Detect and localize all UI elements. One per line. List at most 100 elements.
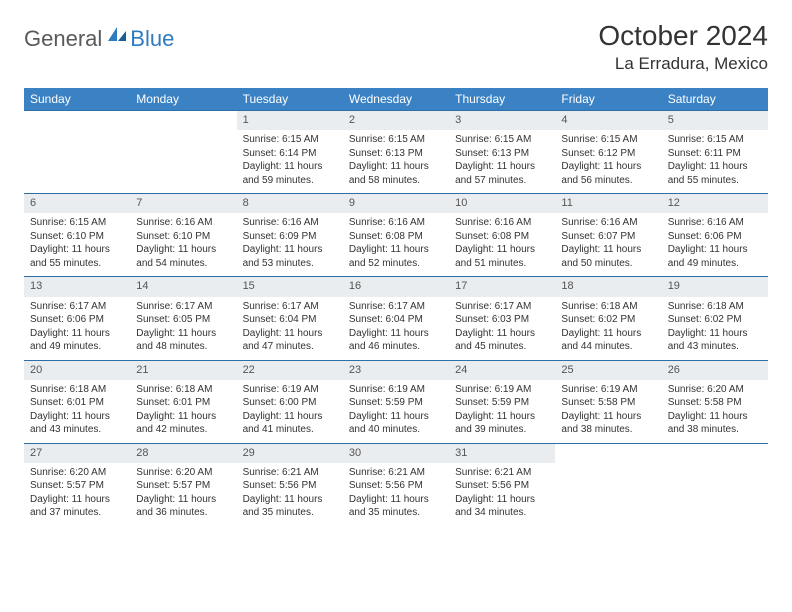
sunset-text: Sunset: 6:01 PM <box>136 396 230 410</box>
day-header: Thursday <box>449 88 555 111</box>
title-block: October 2024 La Erradura, Mexico <box>598 20 768 74</box>
sunrise-text: Sunrise: 6:18 AM <box>136 383 230 397</box>
sunset-text: Sunset: 6:00 PM <box>243 396 337 410</box>
sunset-text: Sunset: 6:11 PM <box>668 147 762 161</box>
daylight-text: Daylight: 11 hours and 48 minutes. <box>136 327 230 354</box>
sunset-text: Sunset: 6:08 PM <box>455 230 549 244</box>
day-body-cell: Sunrise: 6:16 AMSunset: 6:08 PMDaylight:… <box>449 213 555 277</box>
daylight-text: Daylight: 11 hours and 35 minutes. <box>349 493 443 520</box>
sunset-text: Sunset: 5:59 PM <box>455 396 549 410</box>
day-header: Friday <box>555 88 661 111</box>
day-number-cell: 28 <box>130 443 236 463</box>
sunrise-text: Sunrise: 6:18 AM <box>561 300 655 314</box>
month-title: October 2024 <box>598 20 768 52</box>
day-body-row: Sunrise: 6:15 AMSunset: 6:14 PMDaylight:… <box>24 130 768 194</box>
daylight-text: Daylight: 11 hours and 59 minutes. <box>243 160 337 187</box>
logo-text-blue: Blue <box>130 26 174 52</box>
sunset-text: Sunset: 5:57 PM <box>30 479 124 493</box>
day-body-row: Sunrise: 6:15 AM Sunset: 6:10 PM Daylight:… <box>24 213 768 277</box>
day-number-cell: 14 <box>130 277 236 297</box>
sunset-text: Sunset: 6:09 PM <box>243 230 337 244</box>
day-body-cell: Sunrise: 6:17 AMSunset: 6:03 PMDaylight:… <box>449 297 555 361</box>
day-body-cell: Sunrise: 6:16 AMSunset: 6:07 PMDaylight:… <box>555 213 661 277</box>
day-number-cell: 11 <box>555 194 661 214</box>
sunset-text: Sunset: 6:12 PM <box>561 147 655 161</box>
sunrise-text: Sunrise: 6:15 AM <box>561 133 655 147</box>
sunrise-text: Sunrise: 6:19 AM <box>455 383 549 397</box>
day-body-cell: Sunrise: 6:21 AMSunset: 5:56 PMDaylight:… <box>237 463 343 526</box>
day-body-cell: Sunrise: 6:19 AMSunset: 6:00 PMDaylight:… <box>237 380 343 444</box>
sunrise-text: Sunrise: 6:21 AM <box>455 466 549 480</box>
daylight-text: Daylight: 11 hours and 34 minutes. <box>455 493 549 520</box>
day-body-cell: Sunrise: 6:19 AMSunset: 5:59 PMDaylight:… <box>449 380 555 444</box>
daylight-text: Daylight: 11 hours and 35 minutes. <box>243 493 337 520</box>
day-number-row: 13141516171819 <box>24 277 768 297</box>
day-number-row: 6789101112 <box>24 194 768 214</box>
day-body-cell: Sunrise: 6:16 AMSunset: 6:08 PMDaylight:… <box>343 213 449 277</box>
day-number-cell <box>130 111 236 131</box>
calendar-page: General Blue October 2024 La Erradura, M… <box>0 0 792 546</box>
sunrise-text: Sunrise: 6:17 AM <box>30 300 124 314</box>
sunset-text: Sunset: 6:08 PM <box>349 230 443 244</box>
sunrise-text: Sunrise: 6:19 AM <box>243 383 337 397</box>
day-number-cell: 16 <box>343 277 449 297</box>
day-number-cell: 29 <box>237 443 343 463</box>
sunrise-text: Sunrise: 6:16 AM <box>668 216 762 230</box>
day-body-cell: Sunrise: 6:15 AMSunset: 6:12 PMDaylight:… <box>555 130 661 194</box>
day-number-cell: 17 <box>449 277 555 297</box>
day-header: Wednesday <box>343 88 449 111</box>
daylight-text: Daylight: 11 hours and 43 minutes. <box>30 410 124 437</box>
day-body-cell: Sunrise: 6:19 AMSunset: 5:58 PMDaylight:… <box>555 380 661 444</box>
sunrise-text: Sunrise: 6:15 AM <box>668 133 762 147</box>
sunrise-text: Sunrise: 6:20 AM <box>30 466 124 480</box>
day-number-cell: 26 <box>662 360 768 380</box>
day-body-cell: Sunrise: 6:16 AMSunset: 6:09 PMDaylight:… <box>237 213 343 277</box>
day-body-cell <box>130 130 236 194</box>
daylight-text: Daylight: 11 hours and 58 minutes. <box>349 160 443 187</box>
day-body-cell: Sunrise: 6:15 AMSunset: 6:10 PMDaylight:… <box>24 213 130 277</box>
day-header: Saturday <box>662 88 768 111</box>
sunrise-text: Sunrise: 6:16 AM <box>455 216 549 230</box>
sunrise-text: Sunrise: 6:17 AM <box>455 300 549 314</box>
day-body-cell: Sunrise: 6:15 AMSunset: 6:14 PMDaylight:… <box>237 130 343 194</box>
logo: General Blue <box>24 20 174 52</box>
sunrise-text: Sunrise: 6:15 AM <box>30 216 124 230</box>
day-body-row: Sunrise: 6:18 AMSunset: 6:01 PM Daylight:… <box>24 380 768 444</box>
daylight-text: Daylight: 11 hours and 55 minutes. <box>668 160 762 187</box>
day-number-cell: 13 <box>24 277 130 297</box>
day-number-cell: 20 <box>24 360 130 380</box>
sunset-text: Sunset: 6:10 PM <box>136 230 230 244</box>
day-body-cell: Sunrise: 6:18 AMSunset: 6:02 PMDaylight:… <box>555 297 661 361</box>
day-body-row: Sunrise: 6:17 AMSunset: 6:06 PMDaylight:… <box>24 297 768 361</box>
day-number-cell: 12 <box>662 194 768 214</box>
daylight-text: Daylight: 11 hours and 53 minutes. <box>243 243 337 270</box>
sunset-text: Sunset: 6:13 PM <box>349 147 443 161</box>
daylight-text: Daylight: 11 hours and 41 minutes. <box>243 410 337 437</box>
daylight-text: Daylight: 11 hours and 43 minutes. <box>668 327 762 354</box>
sunset-text: Sunset: 6:04 PM <box>243 313 337 327</box>
day-number-cell: 5 <box>662 111 768 131</box>
day-number-cell: 4 <box>555 111 661 131</box>
location: La Erradura, Mexico <box>598 54 768 74</box>
day-body-cell <box>555 463 661 526</box>
day-number-cell: 6 <box>24 194 130 214</box>
day-number-cell: 25 <box>555 360 661 380</box>
day-number-cell: 3 <box>449 111 555 131</box>
daylight-text: Daylight: 11 hours and 37 minutes. <box>30 493 124 520</box>
daylight-text: Daylight: 11 hours and 55 minutes. <box>30 243 124 270</box>
day-body-cell: Sunrise: 6:17 AMSunset: 6:04 PMDaylight:… <box>237 297 343 361</box>
day-body-cell: Sunrise: 6:21 AMSunset: 5:56 PMDaylight:… <box>343 463 449 526</box>
sunset-text: Sunset: 5:57 PM <box>136 479 230 493</box>
day-header: Tuesday <box>237 88 343 111</box>
calendar-table: Sunday Monday Tuesday Wednesday Thursday… <box>24 88 768 526</box>
day-body-cell: Sunrise: 6:15 AMSunset: 6:11 PMDaylight:… <box>662 130 768 194</box>
sunset-text: Sunset: 5:59 PM <box>349 396 443 410</box>
day-header: Monday <box>130 88 236 111</box>
sunrise-text: Sunrise: 6:20 AM <box>668 383 762 397</box>
logo-text-general: General <box>24 26 102 52</box>
day-number-cell: 10 <box>449 194 555 214</box>
sunrise-text: Sunrise: 6:21 AM <box>243 466 337 480</box>
sunrise-text: Sunrise: 6:16 AM <box>243 216 337 230</box>
sunset-text: Sunset: 6:14 PM <box>243 147 337 161</box>
daylight-text: Daylight: 11 hours and 51 minutes. <box>455 243 549 270</box>
